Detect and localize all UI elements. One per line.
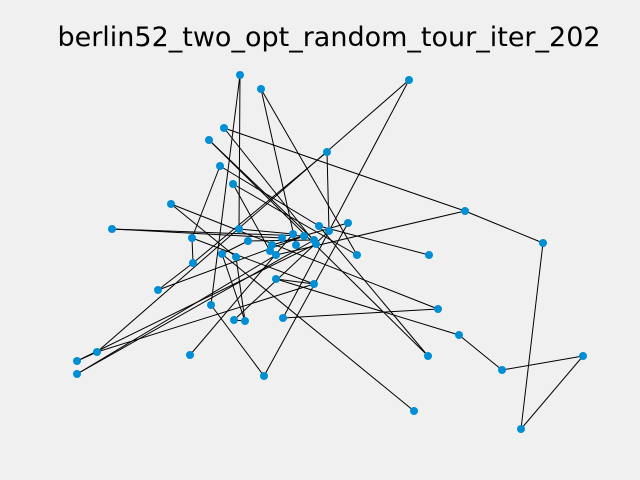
tour-edge — [235, 256, 246, 322]
city-node — [244, 237, 252, 245]
city-node — [216, 162, 224, 170]
tour-edge — [210, 304, 265, 377]
city-node — [517, 425, 525, 433]
tour-edge — [219, 165, 320, 227]
tour-edge — [263, 222, 349, 377]
city-node — [344, 219, 352, 227]
city-node — [315, 222, 323, 230]
city-node — [241, 317, 249, 325]
tour-edge — [282, 308, 439, 319]
tour-edge — [520, 355, 584, 430]
city-node — [205, 136, 213, 144]
tour-edge — [191, 165, 221, 239]
city-node — [410, 407, 418, 415]
tour-edge — [111, 228, 305, 237]
tour-edge — [223, 127, 317, 245]
city-node — [272, 251, 280, 259]
city-node — [235, 225, 243, 233]
city-node — [230, 316, 238, 324]
city-node — [289, 230, 297, 238]
city-node — [434, 305, 442, 313]
tour-edge — [170, 203, 237, 258]
tour-edge — [96, 79, 410, 353]
city-node — [260, 372, 268, 380]
tour-edge — [464, 210, 544, 244]
tour-edges — [76, 74, 584, 430]
city-node — [189, 259, 197, 267]
tour-edge — [275, 278, 315, 285]
city-node — [207, 301, 215, 309]
tour-edge — [221, 253, 246, 322]
tour-edge — [208, 139, 429, 357]
city-node — [539, 239, 547, 247]
city-node — [300, 232, 308, 240]
tour-edge — [76, 254, 277, 375]
tour-edge — [458, 334, 503, 371]
tour-edge — [238, 228, 294, 235]
tour-edge — [520, 242, 544, 430]
tour-edge — [232, 183, 358, 256]
tour-edge — [318, 225, 429, 357]
tour-edge — [96, 283, 315, 353]
tour-edge — [192, 151, 328, 264]
city-node — [188, 234, 196, 242]
tour-edge — [210, 74, 241, 306]
city-node — [232, 253, 240, 261]
city-node — [154, 286, 162, 294]
city-node — [167, 200, 175, 208]
tour-edge — [223, 127, 466, 212]
city-node — [325, 227, 333, 235]
city-node — [292, 241, 300, 249]
city-node — [108, 225, 116, 233]
tour-edge — [275, 278, 460, 336]
city-node — [455, 331, 463, 339]
tour-edge — [501, 355, 584, 371]
city-node — [424, 352, 432, 360]
city-node — [272, 275, 280, 283]
tour-edge — [221, 240, 249, 255]
tour-edge — [260, 88, 297, 246]
tour-edge — [318, 225, 430, 256]
city-node — [73, 357, 81, 365]
city-nodes — [73, 71, 587, 433]
tour-edge — [111, 228, 283, 239]
city-node — [257, 85, 265, 93]
city-node — [186, 351, 194, 359]
city-node — [461, 207, 469, 215]
city-node — [220, 124, 228, 132]
tour-edge — [191, 237, 194, 264]
city-node — [425, 251, 433, 259]
city-node — [498, 366, 506, 374]
city-node — [278, 234, 286, 242]
tour-edge — [238, 74, 241, 230]
chart-title: berlin52_two_opt_random_tour_iter_202 — [57, 22, 601, 53]
city-node — [229, 180, 237, 188]
tour-edge — [76, 239, 315, 375]
city-node — [405, 76, 413, 84]
city-node — [218, 250, 226, 258]
city-node — [236, 71, 244, 79]
tour-edge — [260, 88, 358, 256]
city-node — [93, 348, 101, 356]
tour-edge — [232, 183, 271, 252]
city-node — [310, 280, 318, 288]
city-node — [353, 251, 361, 259]
tour-edge — [271, 222, 349, 246]
tour-edge — [326, 151, 330, 232]
city-node — [73, 370, 81, 378]
tour-edge — [282, 79, 410, 319]
city-node — [323, 148, 331, 156]
city-node — [266, 247, 274, 255]
city-node — [312, 240, 320, 248]
city-node — [279, 314, 287, 322]
tour-edge — [191, 237, 315, 285]
tour-edge — [170, 203, 439, 310]
city-node — [579, 352, 587, 360]
tour-edge — [157, 262, 194, 291]
tour-edge — [157, 235, 305, 291]
